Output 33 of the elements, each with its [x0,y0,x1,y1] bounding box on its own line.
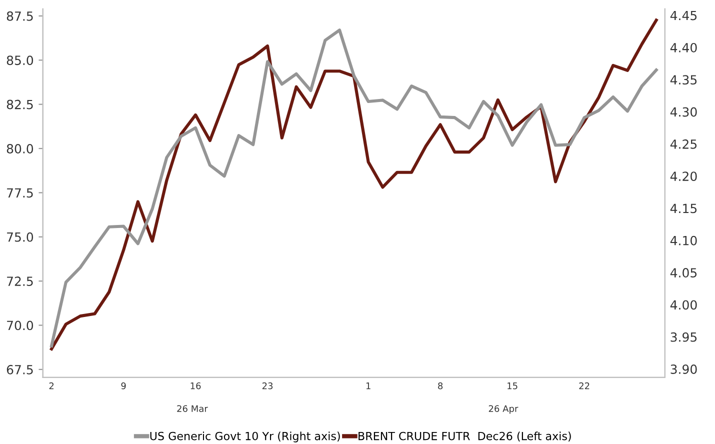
y2-tick-label: 4.05 [670,268,697,278]
x-tick-label: 2 [49,382,54,390]
legend-label: US Generic Govt 10 Yr (Right axis) [150,432,340,442]
y-tick-label: 72.5 [7,276,33,286]
y-tick-label: 70.0 [7,320,34,330]
y-tick-label: 85.0 [6,56,34,66]
y2-tick-label: 3.90 [670,364,697,374]
text: 26 Mar [177,405,208,412]
x-tick-label: 15 [508,382,518,390]
y2-tick-label: 4.20 [670,172,697,182]
x-tick-label: 1 [366,382,370,390]
y2-tick-label: 4.30 [670,107,697,117]
text: 26 Apr [488,405,518,414]
y-tick-label: 80.0 [6,144,34,154]
y-tick-label: 82.5 [6,100,33,110]
y2-tick-label: 4.40 [670,42,697,52]
x-tick-label: 23 [262,382,273,390]
legend-label: BRENT CRUDE FUTR Dec26 (Left axis) [358,432,571,442]
y2-tick-label: 4.35 [670,75,697,85]
y2-tick-label: 3.95 [670,332,697,342]
x-tick-label: 8 [438,382,443,390]
x-tick-label: 22 [579,382,590,390]
y-tick-label: 87.5 [6,11,33,21]
y2-tick-label: 4.15 [670,204,697,214]
y2-tick-label: 4.25 [670,139,697,149]
y2-tick-label: 4.45 [670,10,697,20]
y-tick-label: 75.0 [7,232,34,242]
x-tick-label: 16 [190,382,201,390]
y2-tick-label: 4.00 [670,300,697,310]
x-tick-label: 9 [121,382,126,390]
y2-tick-label: 4.10 [670,236,697,246]
y-tick-label: 67.5 [6,364,33,374]
y-tick-label: 77.5 [7,188,33,198]
